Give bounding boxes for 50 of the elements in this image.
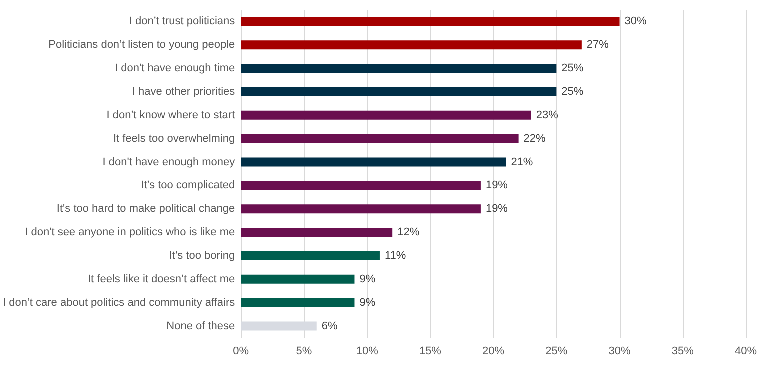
data-label: 19% bbox=[486, 203, 508, 216]
bar bbox=[241, 228, 393, 238]
bar bbox=[241, 298, 355, 308]
y-tick-label: I don't have enough money bbox=[102, 156, 236, 168]
bar bbox=[241, 181, 481, 190]
y-tick-label: None of these bbox=[166, 320, 236, 332]
bar bbox=[241, 134, 519, 144]
x-tick-label: 40% bbox=[734, 346, 758, 358]
y-tick-label: It's too hard to make political change bbox=[56, 203, 236, 216]
data-label: 25% bbox=[562, 86, 584, 98]
bar bbox=[241, 40, 582, 50]
data-label: 6% bbox=[322, 320, 338, 332]
x-tick-label: 15% bbox=[419, 346, 442, 358]
y-tick-label: Politicians don’t listen to young people bbox=[48, 39, 236, 52]
data-label: 27% bbox=[586, 39, 610, 52]
bar bbox=[241, 64, 557, 74]
data-label: 9% bbox=[360, 296, 376, 309]
data-label: 23% bbox=[536, 109, 559, 122]
x-tick-label: 20% bbox=[482, 346, 505, 358]
bar bbox=[241, 274, 355, 284]
data-label: 30% bbox=[624, 16, 648, 28]
data-label: 21% bbox=[511, 156, 534, 168]
y-tick-label: I don't see anyone in politics who is like me bbox=[25, 226, 236, 239]
x-tick-label: 25% bbox=[546, 346, 568, 358]
y-tick-label: It’s too boring bbox=[169, 250, 236, 262]
x-tick-label: 10% bbox=[356, 346, 379, 358]
x-tick-label: 35% bbox=[672, 346, 694, 358]
data-label: 11% bbox=[384, 250, 406, 262]
bar bbox=[241, 88, 557, 96]
data-label: 25% bbox=[562, 62, 584, 75]
bar bbox=[241, 204, 481, 214]
data-label: 19% bbox=[486, 180, 508, 192]
data-label: 9% bbox=[360, 273, 376, 286]
y-tick-label: I have other priorities bbox=[132, 86, 236, 98]
y-tick-label: I don’t trust politicians bbox=[129, 16, 236, 28]
bar bbox=[241, 158, 506, 167]
y-tick-label: I don’t know where to start bbox=[106, 109, 236, 122]
y-tick-label: It’s too complicated bbox=[141, 180, 236, 192]
bar bbox=[241, 17, 620, 26]
bar bbox=[241, 252, 380, 260]
y-tick-label: It feels like it doesn’t affect me bbox=[88, 273, 236, 286]
x-tick-label: 0% bbox=[233, 346, 250, 358]
x-tick-label: 5% bbox=[296, 346, 312, 358]
x-tick-label: 30% bbox=[608, 346, 632, 358]
y-tick-label: I don’t care about politics and community affairs bbox=[3, 296, 236, 309]
bar bbox=[241, 110, 532, 120]
data-label: 22% bbox=[524, 132, 546, 145]
y-tick-label: I don't have enough time bbox=[115, 62, 236, 75]
data-label: 12% bbox=[398, 226, 420, 239]
y-tick-label: It feels too overwhelming bbox=[113, 132, 236, 145]
